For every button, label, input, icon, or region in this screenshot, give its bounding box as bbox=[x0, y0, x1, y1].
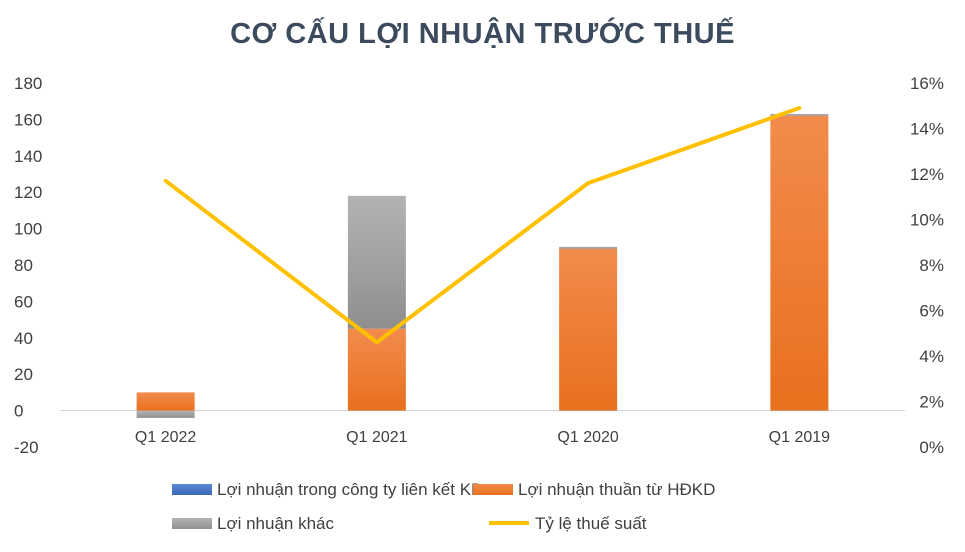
bar-loi-nhuan-khac bbox=[770, 113, 829, 116]
y-left-tick-label: 140 bbox=[14, 147, 42, 166]
legend-label: Tỷ lệ thuế suất bbox=[535, 514, 647, 533]
bar-loi-nhuan-thuan bbox=[559, 248, 618, 411]
bar-loi-nhuan-khac bbox=[559, 246, 618, 249]
y-left-tick-label: 40 bbox=[14, 329, 33, 348]
x-tick-label: Q1 2022 bbox=[135, 429, 196, 446]
x-tick-label: Q1 2020 bbox=[557, 429, 618, 446]
y-left-tick-label: 60 bbox=[14, 292, 33, 311]
bar-loi-nhuan-thuan bbox=[770, 115, 829, 411]
y-left-tick-label: 20 bbox=[14, 365, 33, 384]
bar-loi-nhuan-thuan bbox=[136, 392, 195, 411]
y-right-tick-label: 12% bbox=[910, 165, 944, 184]
y-left-tick-label: 100 bbox=[14, 220, 42, 239]
tax-rate-line bbox=[163, 106, 802, 345]
legend-swatch bbox=[473, 484, 513, 495]
legend-label: Lợi nhuận thuần từ HĐKD bbox=[518, 480, 715, 499]
y-right-tick-label: 14% bbox=[910, 120, 944, 139]
y-left-tick-label: 0 bbox=[14, 402, 23, 421]
y-left-tick-label: 180 bbox=[14, 74, 42, 93]
y-left-tick-label: 80 bbox=[14, 256, 33, 275]
chart-title: CƠ CẤU LỢI NHUẬN TRƯỚC THUẾ bbox=[230, 18, 735, 50]
y-left-tick-label: 160 bbox=[14, 110, 42, 129]
y-right-tick-label: 8% bbox=[919, 256, 944, 275]
y-right-tick-label: 16% bbox=[910, 74, 944, 93]
legend-label: Lợi nhuận khác bbox=[217, 514, 335, 533]
y-right-tick-label: 6% bbox=[919, 302, 944, 321]
y-right-tick-label: 4% bbox=[919, 347, 944, 366]
x-tick-label: Q1 2021 bbox=[346, 429, 407, 446]
y-right-tick-label: 0% bbox=[919, 438, 944, 457]
y-left-tick-label: -20 bbox=[14, 438, 39, 457]
legend-swatch bbox=[172, 518, 212, 529]
bar-loi-nhuan-khac bbox=[136, 410, 195, 418]
y-right-tick-label: 2% bbox=[919, 393, 944, 412]
y-left-tick-label: 120 bbox=[14, 183, 42, 202]
bar-loi-nhuan-khac bbox=[347, 195, 406, 329]
legend-label: Lợi nhuận trong công ty liên kết KD bbox=[217, 480, 483, 499]
y-right-tick-label: 10% bbox=[910, 211, 944, 230]
x-tick-label: Q1 2019 bbox=[769, 429, 830, 446]
legend-swatch bbox=[172, 484, 212, 495]
